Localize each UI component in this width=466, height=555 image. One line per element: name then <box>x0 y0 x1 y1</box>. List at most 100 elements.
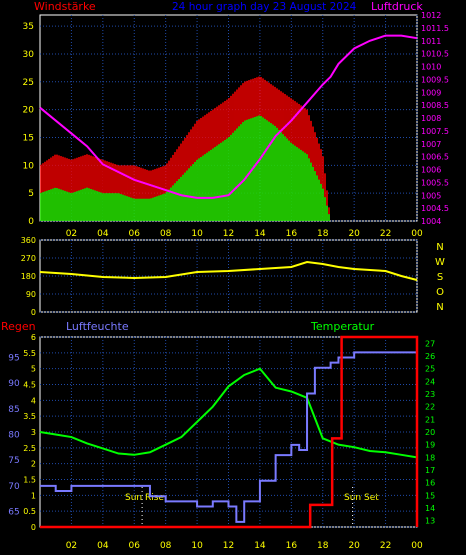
pressure-tick-label: 1011.5 <box>421 24 449 33</box>
x-tick-label: 00 <box>411 229 423 239</box>
humidity-tick-label: 95 <box>8 354 19 364</box>
pressure-tick-label: 1006 <box>421 166 441 175</box>
rain-tick-label: 5 <box>31 365 36 374</box>
x-tick-label: 16 <box>286 229 298 239</box>
direction-tick-label: 0 <box>31 308 36 317</box>
temperature-tick-label: 23 <box>425 390 435 399</box>
temperature-tick-label: 13 <box>425 517 435 526</box>
x-tick-label: 20 <box>348 541 360 551</box>
temperature-tick-label: 14 <box>425 504 435 513</box>
pressure-axis-title: Luftdruck <box>371 0 423 13</box>
x-tick-label: 14 <box>254 229 266 239</box>
pressure-tick-label: 1007.5 <box>421 127 449 136</box>
direction-tick-label: 180 <box>21 272 36 281</box>
pressure-tick-label: 1006.5 <box>421 153 449 162</box>
temperature-tick-label: 26 <box>425 352 435 361</box>
x-tick-label: 10 <box>191 541 203 551</box>
temperature-line <box>39 367 418 459</box>
temperature-tick-label: 25 <box>425 365 435 374</box>
x-tick-label: 18 <box>317 541 329 551</box>
rain-tick-label: 1 <box>31 491 36 500</box>
pressure-tick-label: 1009 <box>421 88 441 97</box>
x-tick-label: 06 <box>129 541 141 551</box>
rain-axis-title: Regen <box>1 320 36 333</box>
x-tick-label: 06 <box>129 229 141 239</box>
pressure-tick-label: 1010.5 <box>421 50 449 59</box>
y-tick-label: 5 <box>28 189 34 199</box>
chart-title: 24 hour graph day 23 August 2024 <box>172 1 357 13</box>
x-tick-label: 16 <box>286 541 298 551</box>
pressure-tick-label: 1010 <box>421 63 441 72</box>
temperature-tick-label: 21 <box>425 415 435 424</box>
pressure-tick-label: 1005 <box>421 191 441 200</box>
temperature-tick-label: 15 <box>425 491 435 500</box>
compass-label: N <box>436 302 443 313</box>
temperature-tick-label: 22 <box>425 403 435 412</box>
compass-label: S <box>437 272 443 283</box>
rain-tick-label: 2 <box>31 460 36 469</box>
temperature-tick-label: 18 <box>425 453 435 462</box>
x-tick-label: 12 <box>223 229 234 239</box>
pressure-line <box>39 34 418 199</box>
y-tick-label: 20 <box>23 106 35 116</box>
x-tick-label: 10 <box>191 229 203 239</box>
x-tick-label: 08 <box>160 229 172 239</box>
pressure-tick-label: 1008 <box>421 114 441 123</box>
x-tick-label: 22 <box>380 229 391 239</box>
x-tick-label: 08 <box>160 541 172 551</box>
sun-set-label: Sun Set <box>344 493 379 503</box>
humidity-tick-label: 90 <box>8 379 20 389</box>
wind-direction-line <box>39 260 418 281</box>
wind-axis-title: Windstärke <box>34 0 96 13</box>
rain-tick-label: 2.5 <box>23 444 36 453</box>
x-tick-label: 02 <box>66 541 77 551</box>
y-tick-label: 25 <box>23 78 34 88</box>
rain-tick-label: 1.5 <box>23 476 36 485</box>
humidity-line <box>40 351 417 523</box>
x-tick-label: 00 <box>411 541 423 551</box>
temperature-tick-label: 19 <box>425 441 435 450</box>
rain-tick-label: 3 <box>31 428 36 437</box>
pressure-tick-label: 1009.5 <box>421 75 449 84</box>
y-tick-label: 15 <box>23 133 34 143</box>
humidity-tick-label: 65 <box>8 508 19 518</box>
humidity-tick-label: 75 <box>8 456 19 466</box>
temperature-tick-label: 17 <box>425 466 435 475</box>
humidity-tick-label: 70 <box>8 482 20 492</box>
x-tick-label: 12 <box>223 541 234 551</box>
humidity-axis-title: Luftfeuchte <box>66 320 129 333</box>
direction-tick-label: 360 <box>21 236 36 245</box>
humidity-tick-label: 80 <box>8 431 20 441</box>
rain-tick-label: 0 <box>31 523 36 532</box>
temperature-axis-title: Temperatur <box>310 320 375 333</box>
rain-tick-label: 6 <box>31 333 36 342</box>
sun-rise-label: Sun Rise <box>125 493 164 503</box>
temperature-tick-label: 27 <box>425 339 435 348</box>
rain-line <box>40 335 419 529</box>
temperature-tick-label: 24 <box>425 377 435 386</box>
pressure-tick-label: 1004 <box>421 217 441 226</box>
x-tick-label: 20 <box>348 229 360 239</box>
x-tick-label: 04 <box>97 229 109 239</box>
pressure-tick-label: 1011 <box>421 37 441 46</box>
x-tick-label: 14 <box>254 541 266 551</box>
temperature-tick-label: 20 <box>425 428 435 437</box>
y-tick-label: 10 <box>23 161 35 171</box>
rain-tick-label: 3.5 <box>23 412 36 421</box>
x-tick-label: 02 <box>66 229 77 239</box>
direction-tick-label: 90 <box>26 290 36 299</box>
compass-label: O <box>436 287 444 298</box>
temperature-tick-label: 16 <box>425 479 435 488</box>
rain-tick-label: 4.5 <box>23 381 36 390</box>
x-tick-label: 22 <box>380 541 391 551</box>
rain-tick-label: 4 <box>31 396 36 405</box>
x-tick-label: 18 <box>317 229 329 239</box>
pressure-tick-label: 1004.5 <box>421 204 449 213</box>
pressure-tick-label: 1005.5 <box>421 178 449 187</box>
pressure-tick-label: 1008.5 <box>421 101 449 110</box>
rain-tick-label: 0.5 <box>23 507 36 516</box>
rain-tick-label: 5.5 <box>23 349 36 358</box>
pressure-tick-label: 1012 <box>421 11 441 20</box>
y-tick-label: 35 <box>23 22 34 32</box>
y-tick-label: 0 <box>28 217 34 227</box>
